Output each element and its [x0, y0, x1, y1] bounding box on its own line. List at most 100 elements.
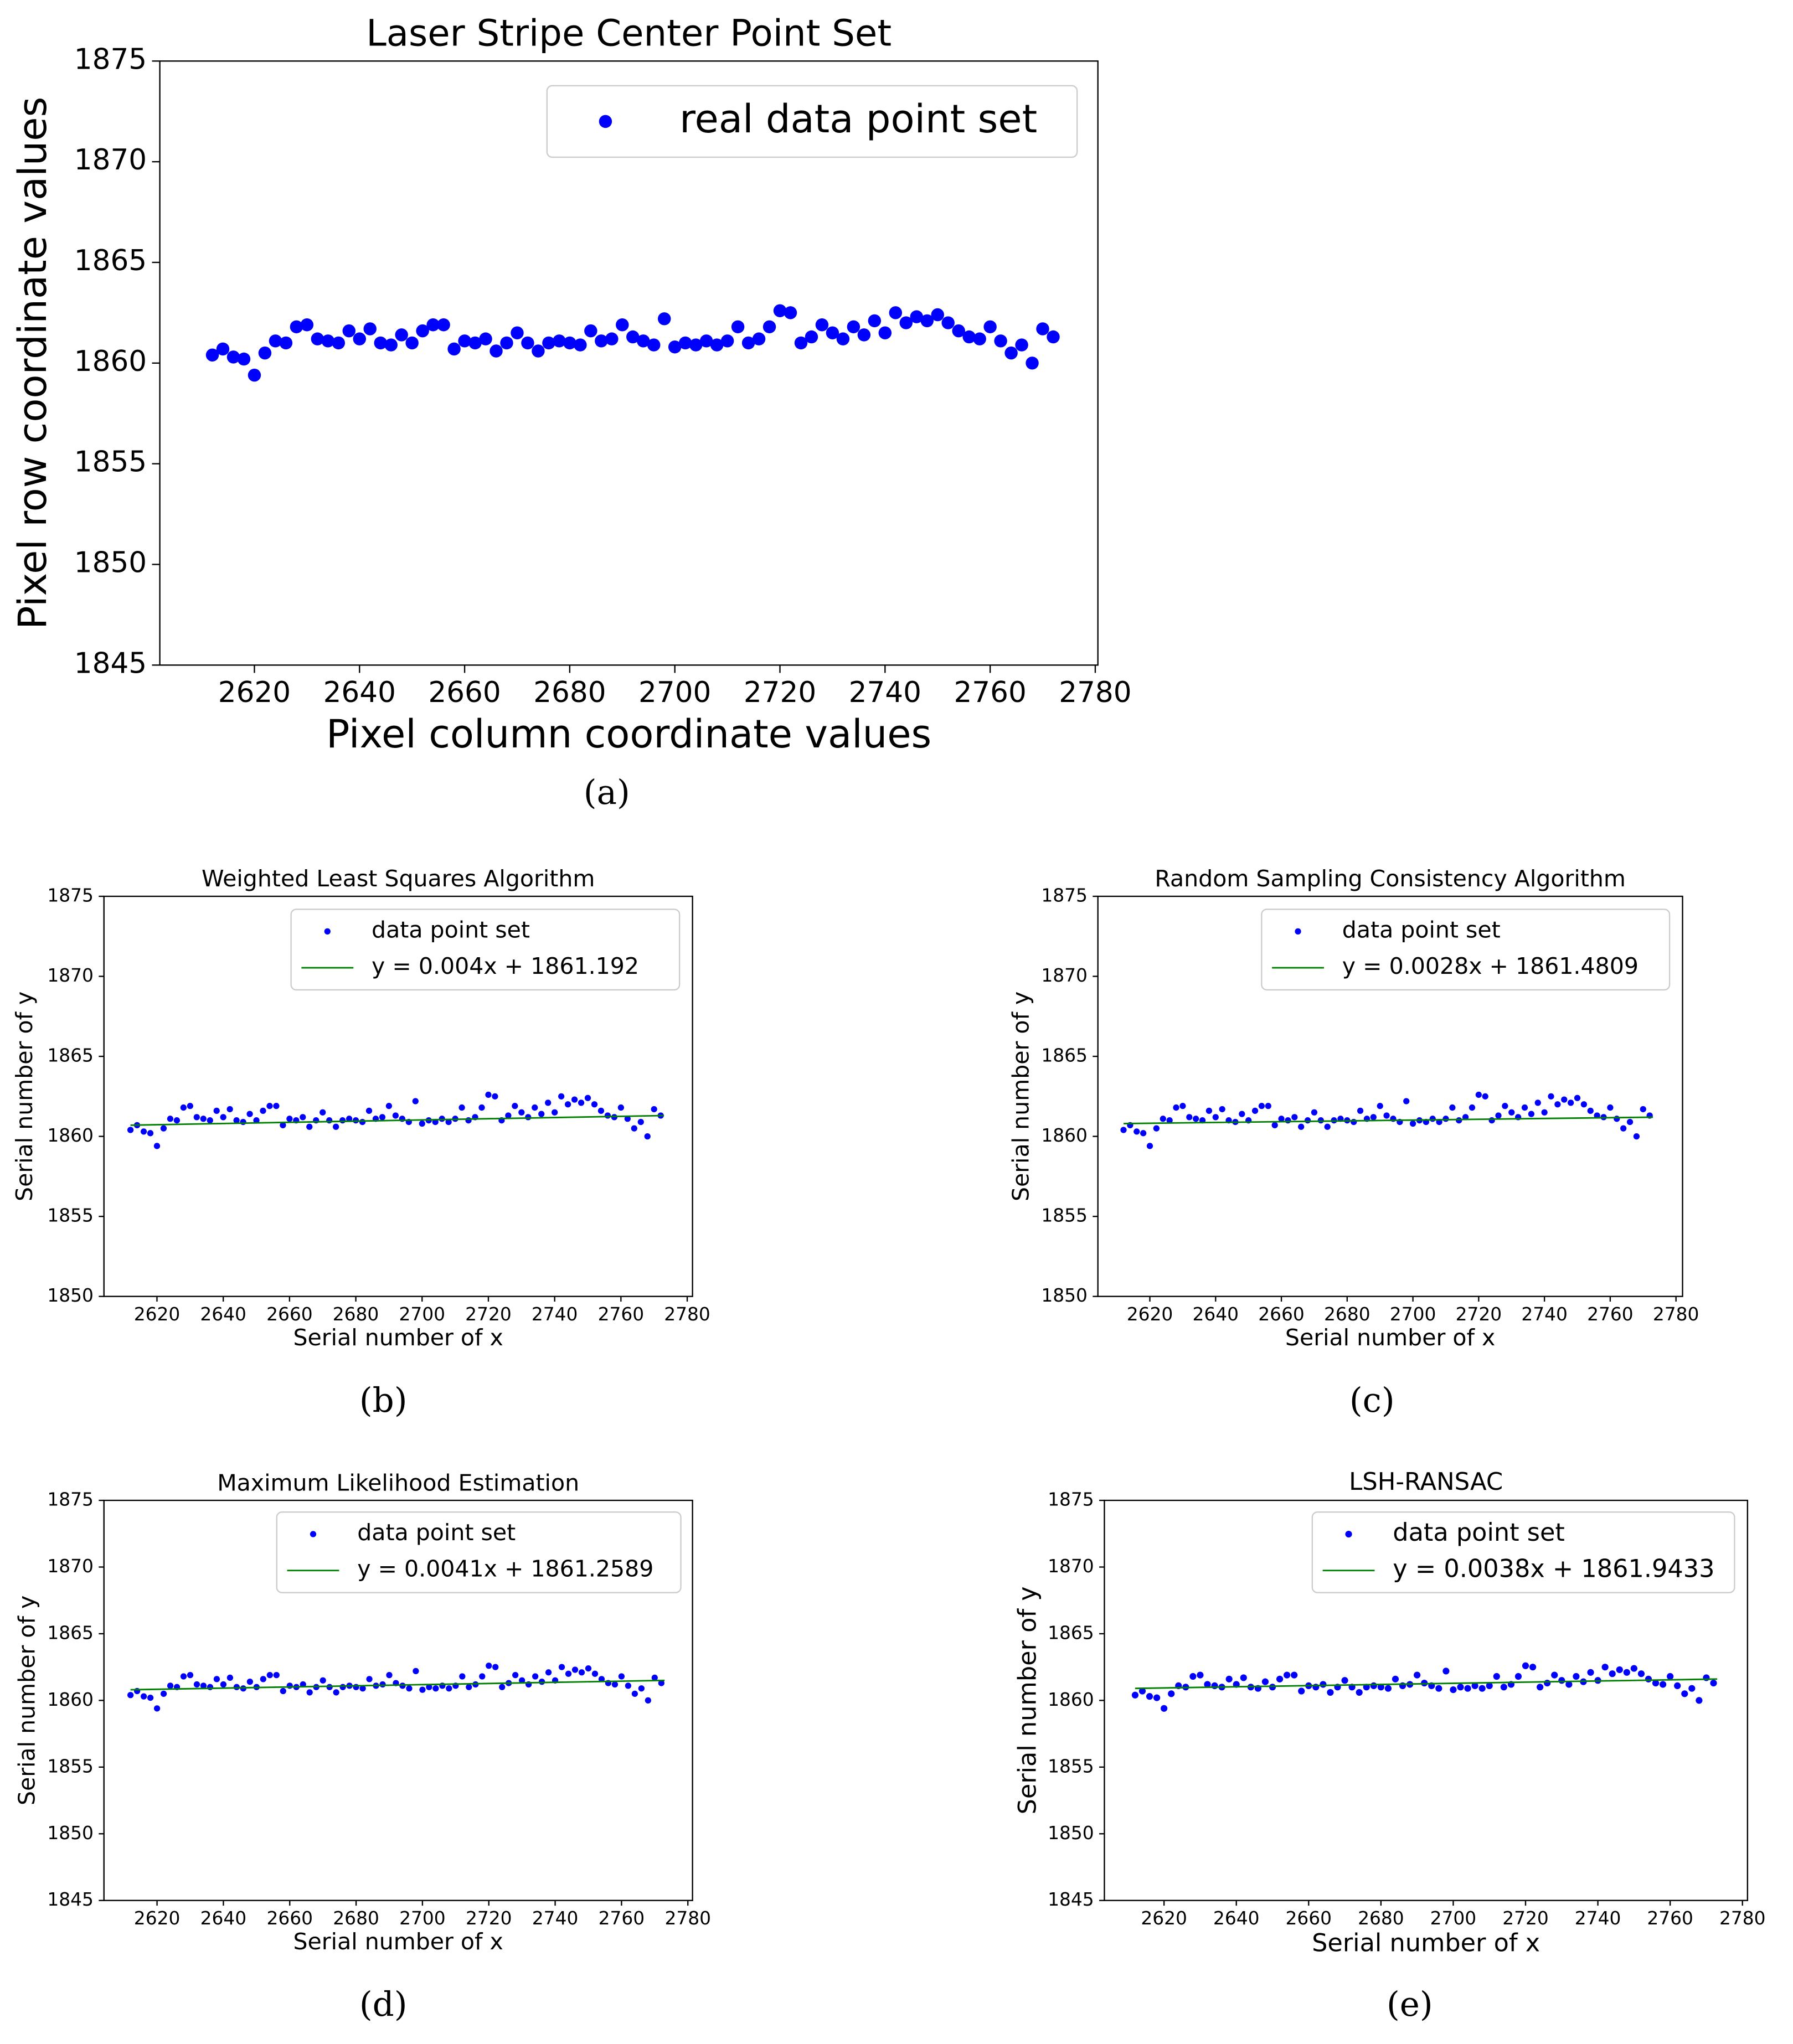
data-point: [1377, 1103, 1383, 1109]
data-point: [741, 336, 755, 350]
data-point: [511, 326, 524, 339]
data-point: [311, 332, 324, 345]
data-point: [140, 1128, 147, 1135]
data-point: [1630, 1665, 1637, 1672]
data-point: [466, 1684, 472, 1690]
data-point: [385, 1103, 393, 1109]
data-point: [1193, 1116, 1199, 1122]
data-point: [574, 338, 587, 352]
data-point: [1291, 1671, 1298, 1679]
data-point: [286, 1116, 293, 1122]
data-point: [578, 1100, 585, 1106]
data-point: [558, 1093, 565, 1100]
data-point: [645, 1697, 651, 1704]
data-point: [492, 1664, 499, 1670]
data-point: [300, 318, 314, 332]
data-point: [180, 1104, 187, 1111]
x-tick-label: 2780: [1653, 1304, 1699, 1325]
x-tick-label: 2780: [1059, 676, 1131, 709]
legend-marker: [310, 1531, 317, 1537]
data-point: [279, 336, 293, 350]
data-point: [1469, 1104, 1476, 1111]
data-point: [416, 324, 429, 338]
data-point: [658, 1680, 664, 1686]
data-point: [773, 304, 787, 317]
x-tick-label: 2660: [266, 1908, 313, 1929]
data-point: [1225, 1675, 1233, 1682]
data-point: [584, 1095, 591, 1101]
fit-line: [1123, 1116, 1653, 1124]
data-point: [1587, 1669, 1594, 1676]
data-point: [617, 1104, 624, 1111]
data-point: [486, 1663, 492, 1669]
data-point: [647, 338, 661, 352]
y-tick-label: 1865: [1041, 1045, 1088, 1066]
x-tick-label: 2660: [266, 1304, 313, 1325]
x-tick-label: 2640: [1193, 1304, 1239, 1325]
data-point: [485, 1091, 492, 1098]
x-tick-label: 2780: [664, 1304, 710, 1325]
data-point: [160, 1690, 167, 1697]
data-point: [1414, 1671, 1421, 1679]
y-tick-label: 1870: [1041, 965, 1088, 986]
data-point: [1551, 1671, 1558, 1679]
data-point: [889, 306, 903, 319]
data-point: [651, 1674, 658, 1681]
data-point: [1261, 1678, 1269, 1685]
data-point: [1620, 1125, 1627, 1132]
data-point: [519, 1677, 525, 1684]
data-point: [1356, 1689, 1363, 1696]
y-tick-label: 1855: [1041, 1205, 1088, 1226]
x-tick-label: 2620: [1141, 1908, 1187, 1929]
data-point: [1614, 1116, 1620, 1122]
data-point: [626, 330, 640, 344]
data-point: [127, 1127, 134, 1133]
data-point: [1554, 1101, 1561, 1108]
data-point: [193, 1114, 200, 1121]
y-tick-label: 1870: [47, 965, 94, 986]
x-tick-label: 2640: [1213, 1908, 1260, 1929]
data-point: [374, 336, 387, 350]
data-point: [1495, 1112, 1502, 1119]
x-tick-label: 2740: [849, 676, 921, 709]
y-tick-label: 1870: [1048, 1556, 1094, 1577]
data-point: [752, 332, 766, 345]
data-point: [1392, 1675, 1399, 1682]
legend-box: [290, 909, 681, 991]
data-point: [651, 1106, 657, 1113]
data-point: [479, 332, 492, 345]
data-point: [1186, 1114, 1193, 1121]
data-point: [564, 1101, 571, 1108]
data-point: [1502, 1103, 1508, 1109]
data-point: [437, 318, 450, 332]
data-point: [1442, 1668, 1450, 1675]
data-point: [290, 320, 303, 334]
data-point: [598, 1676, 605, 1682]
data-point: [326, 1117, 333, 1124]
data-point: [1212, 1114, 1219, 1121]
data-point: [1324, 1123, 1331, 1130]
data-point: [426, 318, 440, 332]
data-point: [379, 1114, 386, 1121]
x-tick-label: 2620: [134, 1908, 181, 1929]
legend-marker: [324, 928, 331, 935]
data-point: [1435, 1685, 1442, 1692]
data-point: [1493, 1673, 1500, 1680]
data-point: [563, 336, 576, 350]
data-point: [1450, 1686, 1457, 1694]
data-point: [1500, 1684, 1507, 1691]
data-point: [815, 318, 829, 332]
data-point: [1667, 1673, 1674, 1680]
data-point: [1710, 1679, 1717, 1687]
data-point: [1173, 1104, 1179, 1111]
x-tick-label: 2740: [532, 1908, 579, 1929]
data-point: [1026, 357, 1039, 370]
data-point: [1429, 1116, 1436, 1122]
x-tick-label: 2680: [1358, 1908, 1404, 1929]
data-point: [306, 1123, 313, 1130]
x-tick-label: 2680: [1324, 1304, 1370, 1325]
data-point: [1036, 322, 1049, 335]
plot-frame: [1097, 895, 1683, 1297]
data-point: [412, 1098, 419, 1104]
data-point: [479, 1673, 486, 1680]
